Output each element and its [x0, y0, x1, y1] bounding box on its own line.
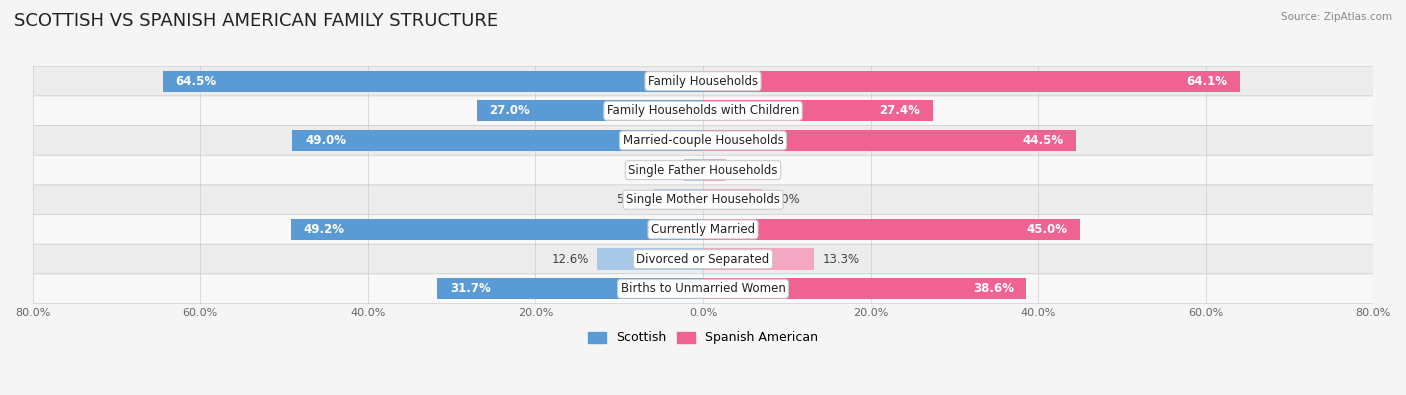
Text: 5.8%: 5.8%: [616, 193, 645, 206]
Bar: [703, 248, 814, 270]
Bar: [703, 130, 1076, 151]
Bar: [477, 100, 703, 122]
Text: Source: ZipAtlas.com: Source: ZipAtlas.com: [1281, 12, 1392, 22]
Text: 64.1%: 64.1%: [1187, 75, 1227, 88]
Text: 2.3%: 2.3%: [645, 164, 675, 177]
Text: 38.6%: 38.6%: [973, 282, 1014, 295]
Bar: [683, 160, 703, 181]
Bar: [703, 100, 932, 122]
FancyBboxPatch shape: [32, 155, 1374, 185]
Text: Single Father Households: Single Father Households: [628, 164, 778, 177]
Bar: [703, 160, 727, 181]
FancyBboxPatch shape: [32, 274, 1374, 303]
FancyBboxPatch shape: [32, 66, 1374, 96]
Text: 49.2%: 49.2%: [304, 223, 344, 236]
FancyBboxPatch shape: [32, 126, 1374, 155]
Bar: [654, 189, 703, 211]
Bar: [598, 248, 703, 270]
Text: Family Households with Children: Family Households with Children: [607, 104, 799, 117]
Text: 64.5%: 64.5%: [176, 75, 217, 88]
Text: 31.7%: 31.7%: [450, 282, 491, 295]
Bar: [703, 219, 1080, 240]
Text: 13.3%: 13.3%: [823, 252, 860, 265]
Text: Single Mother Households: Single Mother Households: [626, 193, 780, 206]
Bar: [703, 278, 1026, 299]
Text: 44.5%: 44.5%: [1022, 134, 1063, 147]
Text: 12.6%: 12.6%: [551, 252, 589, 265]
FancyBboxPatch shape: [32, 96, 1374, 126]
FancyBboxPatch shape: [32, 185, 1374, 214]
Text: 2.8%: 2.8%: [735, 164, 765, 177]
Legend: Scottish, Spanish American: Scottish, Spanish American: [582, 327, 824, 350]
Text: 27.0%: 27.0%: [489, 104, 530, 117]
Text: 49.0%: 49.0%: [305, 134, 346, 147]
FancyBboxPatch shape: [32, 244, 1374, 274]
Bar: [703, 189, 762, 211]
Text: Births to Unmarried Women: Births to Unmarried Women: [620, 282, 786, 295]
Text: 27.4%: 27.4%: [879, 104, 920, 117]
Text: Family Households: Family Households: [648, 75, 758, 88]
Text: SCOTTISH VS SPANISH AMERICAN FAMILY STRUCTURE: SCOTTISH VS SPANISH AMERICAN FAMILY STRU…: [14, 12, 498, 30]
Bar: [703, 70, 1240, 92]
Bar: [163, 70, 703, 92]
Text: Married-couple Households: Married-couple Households: [623, 134, 783, 147]
Text: Divorced or Separated: Divorced or Separated: [637, 252, 769, 265]
FancyBboxPatch shape: [32, 214, 1374, 244]
Bar: [291, 219, 703, 240]
Text: 7.0%: 7.0%: [770, 193, 800, 206]
Bar: [292, 130, 703, 151]
Text: 45.0%: 45.0%: [1026, 223, 1067, 236]
Bar: [437, 278, 703, 299]
Text: Currently Married: Currently Married: [651, 223, 755, 236]
